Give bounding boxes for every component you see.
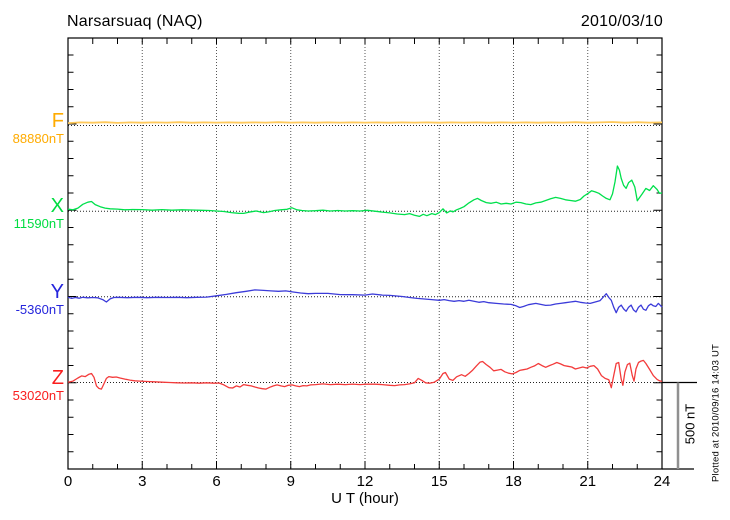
page-title: Narsarsuaq (NAQ) — [67, 13, 203, 30]
trace-x — [67, 165, 663, 218]
date-label: 2010/03/10 — [580, 13, 663, 30]
channel-label-f: F 88880nT — [2, 111, 64, 146]
x-tick-label: 0 — [63, 473, 73, 490]
axis-ticks — [68, 38, 662, 469]
plot-timestamp: Plotted at 2010/09/16 14:03 UT — [710, 343, 722, 483]
x-tick-label: 15 — [430, 473, 448, 490]
channel-baseline-value-f: 88880nT — [12, 130, 64, 146]
channel-label-z: Z 53020nT — [2, 368, 64, 403]
x-tick-label: 24 — [653, 473, 671, 490]
x-tick-label: 12 — [356, 473, 374, 490]
gridlines — [141, 38, 589, 469]
channel-baseline-value-x: 11590nT — [13, 216, 64, 232]
scale-bar-label: 500 nT — [682, 403, 698, 445]
x-axis-title: U T (hour) — [331, 490, 399, 507]
x-axis-tick-labels: 0 3 6 9 12 15 18 21 24 — [0, 473, 730, 491]
channel-letter-y: Y — [50, 280, 64, 303]
traces — [67, 121, 663, 390]
trace-z — [67, 359, 663, 390]
channel-label-y: Y -5360nT — [2, 282, 64, 317]
x-tick-label: 6 — [212, 473, 221, 490]
channel-letter-x: X — [50, 195, 64, 218]
channel-label-x: X 11590nT — [2, 196, 64, 231]
x-tick-label: 18 — [505, 473, 522, 490]
channel-baseline-value-y: -5360nT — [15, 301, 64, 317]
channel-letter-f: F — [51, 109, 64, 132]
x-tick-label: 3 — [138, 473, 147, 490]
trace-f — [67, 121, 663, 124]
x-tick-label: 21 — [579, 473, 597, 490]
trace-y — [67, 289, 663, 314]
scale-bar — [662, 381, 697, 470]
channel-letter-z: Z — [51, 366, 64, 389]
x-tick-label: 9 — [286, 473, 295, 490]
channel-baseline-value-z: 53020nT — [12, 387, 64, 403]
